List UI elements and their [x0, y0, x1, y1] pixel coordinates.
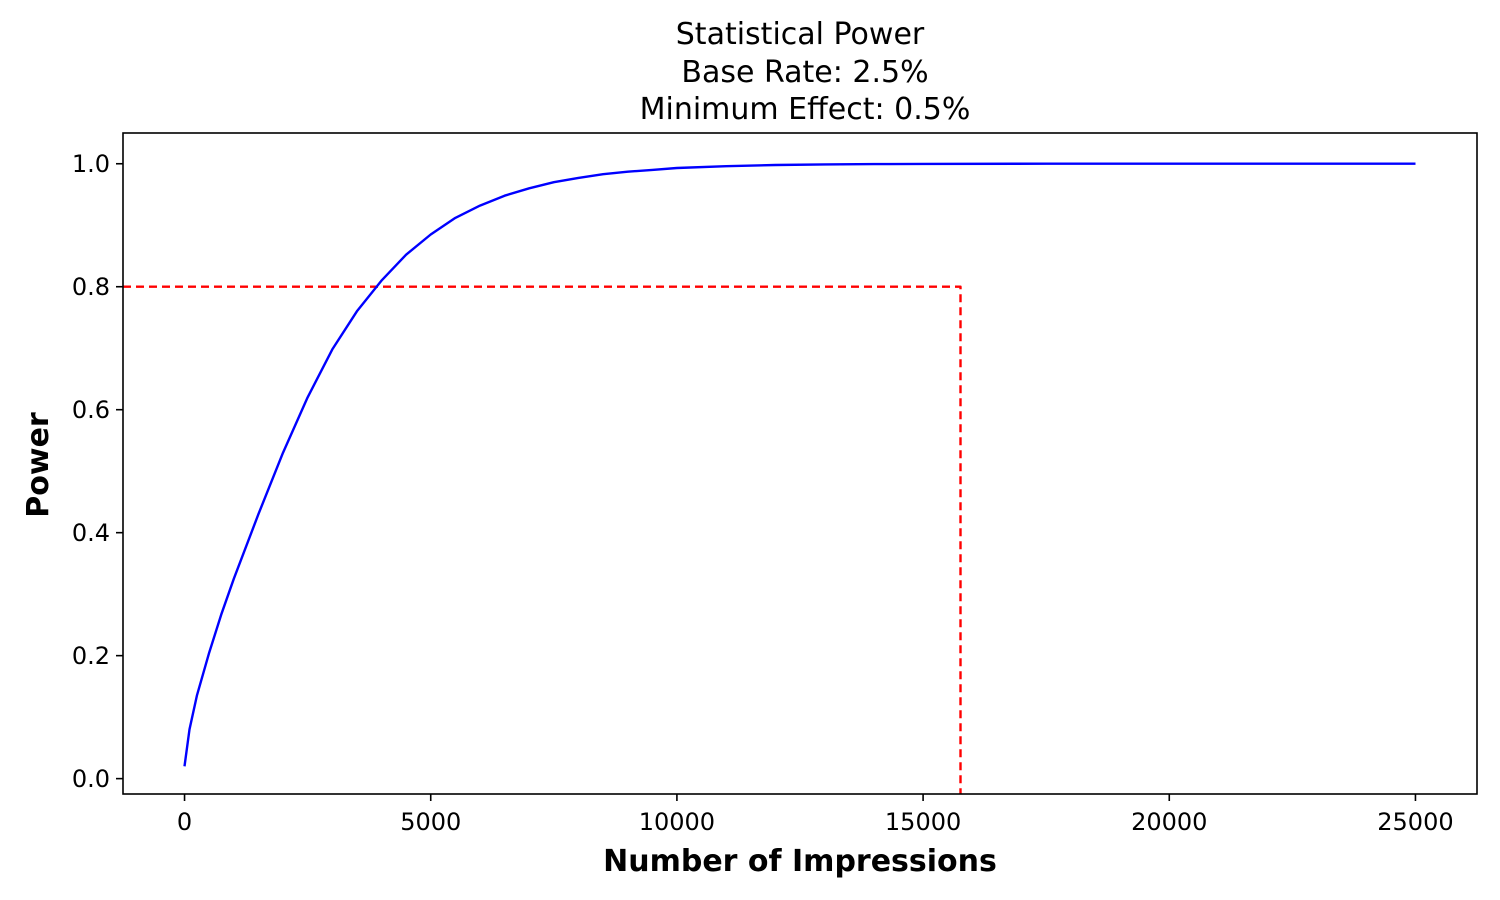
x-tick-label: 5000: [400, 808, 461, 836]
y-tick-label: 0.6: [72, 396, 110, 424]
plot-series: [123, 162, 1416, 794]
y-axis-label: Power: [21, 412, 56, 518]
x-tick-label: 20000: [1131, 808, 1207, 836]
chart-title-line-1: Statistical Power: [676, 17, 925, 52]
x-axis-label: Number of Impressions: [603, 844, 997, 879]
y-tick-label: 0.0: [72, 765, 110, 793]
y-tick-label: 0.4: [72, 519, 110, 547]
x-axis-ticks: 0 5000 10000 15000 20000 25000: [177, 794, 1454, 836]
chart-title-line-3: Minimum Effect: 0.5%: [640, 92, 971, 127]
x-tick-label: 15000: [885, 808, 961, 836]
plot-frame: [122, 132, 1478, 795]
y-tick-label: 0.8: [72, 273, 110, 301]
x-tick-label: 25000: [1377, 808, 1453, 836]
x-tick-label: 0: [177, 808, 192, 836]
y-tick-label: 1.0: [72, 150, 110, 178]
reference-line-0: [123, 285, 962, 794]
chart-title: Statistical Power Base Rate: 2.5% Minimu…: [640, 17, 971, 127]
plot-area: [123, 162, 1416, 794]
x-tick-label: 10000: [639, 808, 715, 836]
y-tick-label: 0.2: [72, 642, 110, 670]
series-line-0: [183, 162, 1416, 767]
y-axis-ticks: 0.0 0.2 0.4 0.6 0.8 1.0: [72, 150, 123, 793]
chart-title-line-2: Base Rate: 2.5%: [681, 55, 928, 90]
